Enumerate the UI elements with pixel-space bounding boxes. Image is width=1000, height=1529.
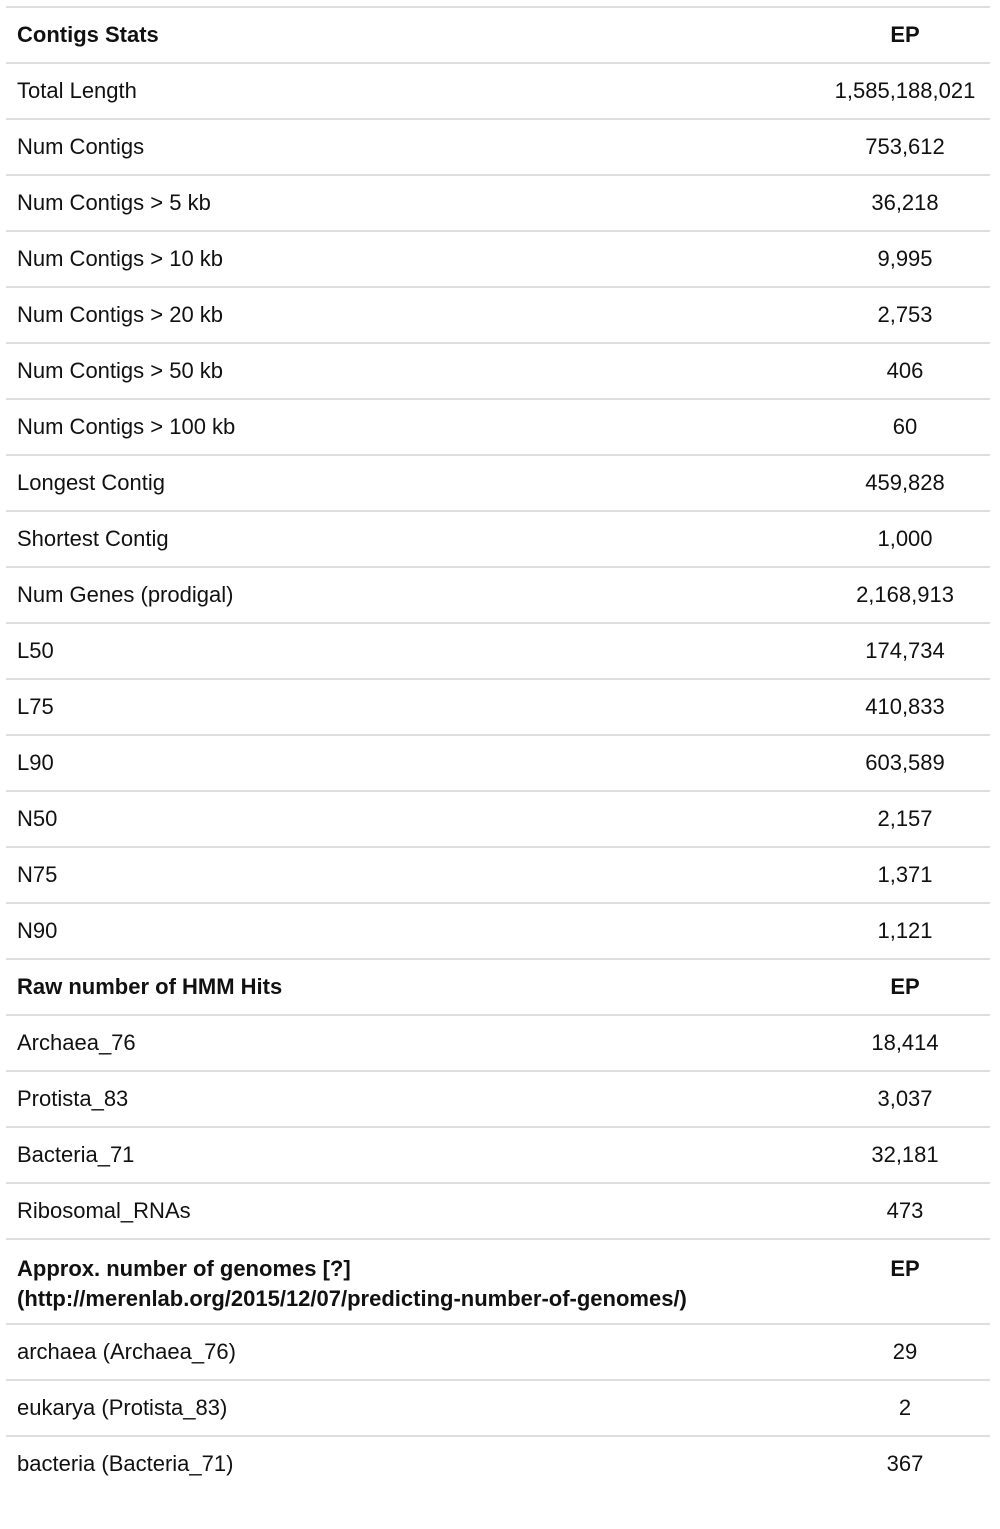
row-label: Archaea_76 [6, 1014, 820, 1071]
row-label: Num Genes (prodigal) [6, 566, 820, 623]
row-value: 9,995 [820, 230, 990, 287]
table-row: Protista_83 3,037 [6, 1070, 990, 1127]
row-label: N90 [6, 902, 820, 959]
row-value: 1,371 [820, 846, 990, 903]
row-value: 1,585,188,021 [820, 62, 990, 119]
table-row: eukarya (Protista_83) 2 [6, 1379, 990, 1436]
table-row: L75 410,833 [6, 678, 990, 735]
row-value: 3,037 [820, 1070, 990, 1127]
section-header-value: EP [820, 6, 990, 63]
table-row: Num Contigs > 100 kb 60 [6, 398, 990, 455]
row-value: 2,168,913 [820, 566, 990, 623]
section-header-label: Contigs Stats [6, 6, 820, 63]
row-value: 174,734 [820, 622, 990, 679]
table-row: N50 2,157 [6, 790, 990, 847]
table-row: Bacteria_71 32,181 [6, 1126, 990, 1183]
stats-table: Contigs Stats EP Total Length 1,585,188,0… [6, 6, 990, 1491]
row-value: 1,000 [820, 510, 990, 567]
row-value: 753,612 [820, 118, 990, 175]
table-row: archaea (Archaea_76) 29 [6, 1323, 990, 1380]
row-label: Protista_83 [6, 1070, 820, 1127]
row-label: N75 [6, 846, 820, 903]
row-value: 2,753 [820, 286, 990, 343]
row-value: 367 [820, 1435, 990, 1491]
table-row: Num Genes (prodigal) 2,168,913 [6, 566, 990, 623]
row-label: Longest Contig [6, 454, 820, 511]
row-label: L90 [6, 734, 820, 791]
row-label: Total Length [6, 62, 820, 119]
row-value: 29 [820, 1323, 990, 1380]
section-header-value: EP [820, 958, 990, 1015]
row-label: Bacteria_71 [6, 1126, 820, 1183]
row-label: Num Contigs > 20 kb [6, 286, 820, 343]
section-header-label: Approx. number of genomes [?] (http://me… [6, 1238, 820, 1324]
section-header-title: Approx. number of genomes [?] [17, 1256, 351, 1281]
table-row: Ribosomal_RNAs 473 [6, 1182, 990, 1239]
table-row: Shortest Contig 1,000 [6, 510, 990, 567]
row-value: 1,121 [820, 902, 990, 959]
row-label: Num Contigs > 5 kb [6, 174, 820, 231]
row-value: 459,828 [820, 454, 990, 511]
row-value: 2 [820, 1379, 990, 1436]
section-header-link: (http://merenlab.org/2015/12/07/predicti… [17, 1286, 687, 1311]
table-row: N90 1,121 [6, 902, 990, 959]
row-label: Num Contigs > 10 kb [6, 230, 820, 287]
row-value: 410,833 [820, 678, 990, 735]
section-header-row: Raw number of HMM Hits EP [6, 958, 990, 1015]
row-label: Num Contigs > 100 kb [6, 398, 820, 455]
section-header-value: EP [820, 1238, 990, 1324]
row-label: L75 [6, 678, 820, 735]
section-header-row: Contigs Stats EP [6, 6, 990, 63]
table-row: L90 603,589 [6, 734, 990, 791]
table-row: L50 174,734 [6, 622, 990, 679]
table-row: Total Length 1,585,188,021 [6, 62, 990, 119]
table-row: Num Contigs > 20 kb 2,753 [6, 286, 990, 343]
table-row: Num Contigs 753,612 [6, 118, 990, 175]
table-row: bacteria (Bacteria_71) 367 [6, 1435, 990, 1491]
table-row: Num Contigs > 50 kb 406 [6, 342, 990, 399]
row-label: bacteria (Bacteria_71) [6, 1435, 820, 1491]
table-row: N75 1,371 [6, 846, 990, 903]
row-label: N50 [6, 790, 820, 847]
row-value: 18,414 [820, 1014, 990, 1071]
row-label: Num Contigs [6, 118, 820, 175]
row-label: Num Contigs > 50 kb [6, 342, 820, 399]
row-label: L50 [6, 622, 820, 679]
section-header-row: Approx. number of genomes [?] (http://me… [6, 1238, 990, 1324]
row-value: 2,157 [820, 790, 990, 847]
row-value: 36,218 [820, 174, 990, 231]
row-value: 32,181 [820, 1126, 990, 1183]
row-label: Ribosomal_RNAs [6, 1182, 820, 1239]
table-row: Archaea_76 18,414 [6, 1014, 990, 1071]
row-value: 60 [820, 398, 990, 455]
table-row: Num Contigs > 10 kb 9,995 [6, 230, 990, 287]
row-value: 473 [820, 1182, 990, 1239]
row-value: 406 [820, 342, 990, 399]
row-value: 603,589 [820, 734, 990, 791]
row-label: Shortest Contig [6, 510, 820, 567]
section-header-label: Raw number of HMM Hits [6, 958, 820, 1015]
table-row: Num Contigs > 5 kb 36,218 [6, 174, 990, 231]
row-label: eukarya (Protista_83) [6, 1379, 820, 1436]
row-label: archaea (Archaea_76) [6, 1323, 820, 1380]
table-row: Longest Contig 459,828 [6, 454, 990, 511]
